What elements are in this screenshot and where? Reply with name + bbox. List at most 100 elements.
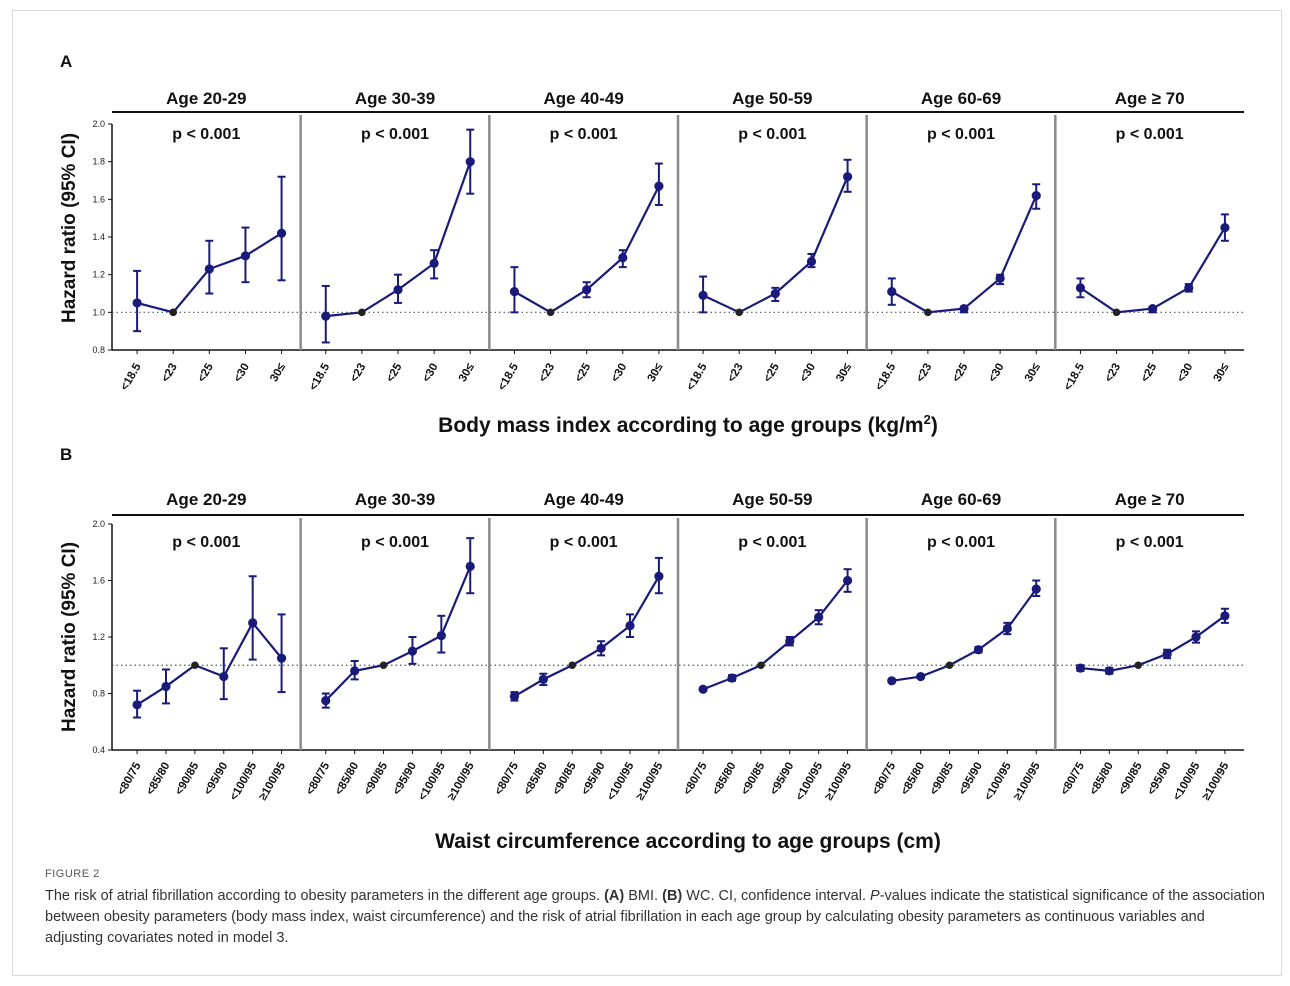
panel-b-group-3-reference-point (568, 661, 577, 670)
panel-b-group-5-data-point (973, 645, 984, 655)
panel-a-x-axis-label: Body mass index according to age groups … (438, 412, 938, 437)
panel-b-group-4-x-tick-label: <100/95 (794, 760, 826, 803)
panel-b-group-2-data-point (321, 695, 331, 706)
panel-a-y-tick-label: 1.2 (92, 270, 105, 280)
panel-a-group-6-x-tick-label: <18.5 (1062, 361, 1087, 393)
panel-a-group-3-x-tick-label: <30 (609, 362, 629, 385)
panel-b-group-4-x-tick-label: <80/75 (682, 760, 710, 797)
panel-b-group-3-x-tick-label: ≥100/95 (634, 760, 665, 802)
panel-b-group-5-data-point (1031, 584, 1041, 594)
panel-b-group-5-data-point (887, 676, 897, 686)
panel-b-group-6-p-value: p < 0.001 (1116, 534, 1184, 551)
panel-b-group-2-data-point (436, 630, 446, 641)
panel-b-group-4-p-value: p < 0.001 (738, 534, 806, 551)
panel-b-group-6-series-line (1080, 614, 1226, 673)
panel-a-group-5-x-tick-label: 30≤ (1023, 361, 1043, 384)
panel-b-group-2-data-point (350, 666, 360, 676)
panel-a-group-4-reference-point (735, 308, 744, 317)
panel-b-group-2-data-point (407, 646, 418, 656)
panel-b-group-1-title: Age 20-29 (166, 490, 246, 509)
panel-b-group-5-x-tick-label: ≥100/95 (1012, 760, 1043, 802)
panel-b-group-1-x-tick-label: <85/80 (144, 761, 172, 798)
panel-a-group-1-reference-point (169, 308, 178, 317)
panel-a-group-2-reference-point (358, 308, 366, 317)
panel-b-y-tick-label: 1.6 (92, 576, 105, 586)
panel-a-group-4-x-tick-label: <25 (762, 361, 782, 384)
panel-a-group-5-reference-point (924, 308, 932, 317)
panel-a-group-2-x-tick-label: 30≤ (457, 361, 477, 384)
panel-b-group-6-data-point (1075, 663, 1086, 673)
panel-a-group-6-data-point (1075, 283, 1086, 293)
panel-a-group-1-x-tick-label: <30 (232, 362, 252, 385)
panel-a-group-5-x-tick-label: <18.5 (873, 361, 898, 393)
panel-a-group-2-x-tick-label: <23 (348, 362, 368, 385)
caption-b-text: WC. CI, confidence interval. (686, 888, 866, 904)
panel-b-group-6-x-tick-label: <95/90 (1146, 761, 1174, 798)
panel-b-y-tick-label: 0.4 (92, 745, 105, 755)
panel-b-group-2-x-tick-label: <80/75 (304, 760, 332, 797)
panel-b-group-5-x-tick-label: <95/90 (957, 761, 985, 798)
panel-b-group-5-data-point (1002, 623, 1012, 634)
panel-a-group-4-data-point (806, 256, 817, 267)
panel-a-y-tick-label: 2.0 (92, 119, 105, 129)
panel-a-y-tick-label: 1.6 (92, 194, 105, 204)
panel-a-group-3-x-tick-label: 30≤ (646, 361, 666, 384)
panel-a-group-4-data-point (698, 290, 708, 300)
panel-b-group-1-x-tick-label: ≥100/95 (257, 760, 288, 802)
panel-b-group-4-data-point (698, 684, 708, 694)
panel-a-y-axis-label: Hazard ratio (95% CI) (59, 133, 80, 323)
panel-b-group-3-x-tick-label: <90/85 (551, 760, 579, 797)
panel-b-group-2-x-tick-label: <95/90 (391, 761, 419, 798)
panel-b-group-4-data-point (814, 612, 824, 622)
panel-a-group-6-x-tick-label: <30 (1175, 362, 1195, 385)
panel-a-group-3-data-point (654, 181, 664, 191)
panel-b-group-2-x-tick-label: <100/95 (417, 760, 449, 803)
panel-b-group-2-x-tick-label: <90/85 (362, 760, 390, 797)
panel-b-group-1-data-point (276, 653, 287, 663)
panel-a-group-6-series-line (1079, 227, 1226, 314)
panel-a-group-5-x-tick-label: <23 (914, 362, 934, 385)
panel-b-group-1-data-point (248, 618, 258, 628)
panel-a-group-1-data-point (204, 264, 214, 274)
panel-b-group-2-data-point (465, 561, 475, 571)
panel-b-group-3-title: Age 40-49 (544, 490, 624, 509)
panel-a-y-tick-label: 1.4 (92, 232, 105, 242)
panel-b-group-4-reference-point (757, 661, 765, 670)
panel-b-group-1-x-tick-label: <90/85 (173, 760, 201, 797)
panel-b-group-5-x-tick-label: <100/95 (983, 760, 1015, 803)
panel-b-group-6-data-point (1191, 632, 1201, 642)
panel-a-group-5-data-point (959, 303, 969, 314)
panel-a-group-6-data-point (1148, 303, 1158, 314)
panel-b-x-axis-label: Waist circumference according to age gro… (435, 830, 941, 853)
panel-b-group-3-x-tick-label: <80/75 (493, 760, 521, 797)
panel-a-group-5-x-tick-label: <30 (987, 362, 1007, 385)
panel-b-group-3-x-tick-label: <95/90 (580, 761, 608, 798)
panel-b-group-3-x-tick-label: <100/95 (605, 760, 637, 803)
panel-a-group-5-data-point (887, 287, 897, 297)
panel-a-group-1-p-value: p < 0.001 (172, 126, 240, 143)
panel-a-group-3-data-point (582, 285, 592, 295)
panel-a-group-6-x-tick-label: <25 (1139, 361, 1159, 384)
panel-b-group-5-p-value: p < 0.001 (927, 534, 995, 551)
panel-b-group-1-series-line (136, 620, 283, 706)
panel-a-group-3-reference-point (546, 308, 555, 317)
panel-b-group-5-reference-point (945, 661, 954, 670)
panel-b-group-4-data-point (785, 636, 795, 646)
panel-a-group-2-x-tick-label: <18.5 (307, 361, 332, 393)
figure-frame (12, 10, 1282, 976)
panel-a-group-1-data-point (132, 298, 142, 308)
panel-a-group-5-data-point (1031, 190, 1041, 201)
panel-a-group-1-data-point (240, 251, 251, 261)
panel-b-group-3-data-point (654, 571, 664, 581)
panel-a-group-4-x-tick-label: <18.5 (685, 361, 710, 393)
panel-a-group-6-x-tick-label: <23 (1103, 362, 1123, 385)
panel-a-group-5-data-point (995, 273, 1005, 284)
panel-b-group-1-p-value: p < 0.001 (172, 534, 240, 551)
panel-b-group-4-series-line (702, 579, 849, 691)
panel-b-group-3-data-point (596, 643, 606, 653)
panel-a-group-3-data-point (618, 253, 628, 263)
panel-a-group-1-data-point (276, 228, 287, 238)
panel-b-label: B (60, 445, 72, 464)
panel-a-group-2-data-point (465, 157, 475, 167)
